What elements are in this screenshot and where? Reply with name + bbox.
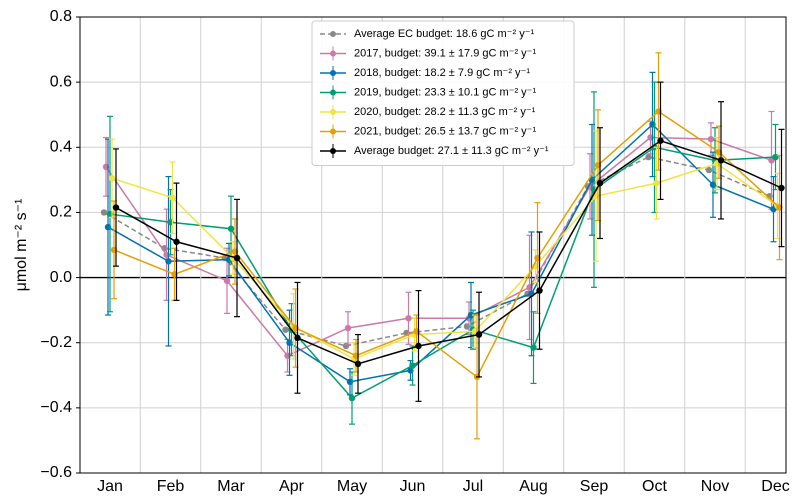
point [100,209,108,216]
legend-marker [330,148,336,154]
point [778,184,785,192]
x-tick-label: Mar [217,478,245,495]
point [645,153,652,161]
legend-label: 2019, budget: 23.3 ± 10.1 gC m⁻² y⁻¹ [354,86,536,98]
x-tick-label: Jul [463,478,483,495]
point [405,315,412,322]
x-tick-label: Aug [519,478,547,495]
point [772,153,779,161]
x-tick-label: Dec [761,478,789,495]
point [475,331,483,338]
point [173,238,180,245]
y-tick-label: 0.0 [50,269,72,286]
x-tick-label: Feb [157,478,185,495]
series-line [115,139,782,365]
point [169,194,176,201]
series-line [107,123,774,383]
point [348,394,356,402]
point [294,334,301,342]
series-line [109,146,776,400]
legend-marker [330,50,336,57]
legend-label: Average EC budget: 18.6 gC m⁻² y⁻¹ [354,28,534,40]
legend-label: 2018, budget: 18.2 ± 7.9 gC m⁻² y⁻¹ [354,67,530,79]
point [409,362,416,369]
y-tick-label: 0.2 [50,204,72,221]
legend-marker [330,31,336,37]
x-tick-label: Sep [580,478,609,495]
x-tick-label: Oct [642,478,667,495]
x-tick-label: Nov [701,478,729,495]
point [227,225,235,232]
point [657,137,664,144]
y-tick-label: −0.2 [40,334,72,351]
point [705,166,713,174]
y-tick-label: 0.6 [50,73,72,90]
point [717,157,725,164]
y-tick-label: −0.6 [40,464,72,481]
legend-label: 2020, budget: 28.2 ± 11.3 gC m⁻² y⁻¹ [354,106,536,118]
legend-label: 2021, budget: 26.5 ± 13.7 gC m⁻² y⁻¹ [354,125,536,137]
legend-label: 2017, budget: 39.1 ± 17.9 gC m⁻² y⁻¹ [354,47,536,59]
x-tick-label: Jun [400,478,426,495]
point [344,324,352,332]
point [596,179,604,187]
point [165,258,172,265]
point [354,360,362,368]
point [223,277,231,285]
legend-label: Average budget: 27.1 ± 11.3 gC m⁻² y⁻¹ [354,145,549,157]
point [530,344,537,351]
y-tick-label: −0.4 [40,399,72,416]
point [415,342,422,350]
y-tick-label: 0.4 [50,139,72,156]
x-tick-label: Jan [97,478,123,495]
plot-frame [79,16,787,474]
legend-marker [330,128,336,135]
legend-marker [330,89,336,96]
series-line [105,136,772,357]
point [112,204,120,211]
point [108,175,116,182]
x-tick-label: May [337,478,367,495]
legend-box [311,20,575,166]
point [536,287,543,294]
point [282,326,289,333]
point [233,254,241,262]
point [653,179,660,187]
series-line [111,162,778,360]
point [707,135,715,143]
legend-marker [330,70,336,76]
x-tick-label: Apr [279,478,305,495]
legend-marker [330,109,336,115]
y-axis-label: μmol m⁻² s⁻¹ [13,199,30,292]
y-tick-label: 0.8 [50,8,72,25]
